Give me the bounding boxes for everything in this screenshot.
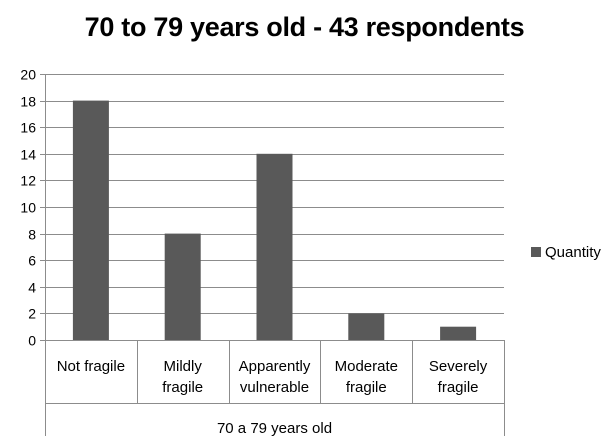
bar	[164, 233, 201, 340]
x-tick-label: vulnerable	[240, 379, 309, 396]
y-tick-label: 6	[28, 253, 36, 269]
bar	[256, 153, 293, 340]
legend-swatch	[531, 247, 541, 257]
y-tick-label: 20	[20, 67, 36, 83]
y-tick-label: 14	[20, 147, 36, 163]
x-tick-label: Apparently	[239, 358, 311, 375]
x-tick-label: fragile	[162, 379, 203, 396]
x-group-label: 70 a 79 years old	[217, 420, 332, 436]
x-tick-label: Moderate	[335, 358, 398, 375]
x-tick-label: Mildly	[164, 358, 203, 375]
y-tick-label: 18	[20, 94, 36, 110]
x-tick-label: fragile	[346, 379, 387, 396]
y-tick-label: 4	[28, 280, 36, 296]
bar	[440, 326, 477, 340]
y-tick-label: 8	[28, 227, 36, 243]
legend-label: Quantity	[545, 244, 601, 261]
y-tick-label: 10	[20, 200, 36, 216]
y-tick-label: 0	[28, 333, 36, 349]
x-tick-label: Severely	[429, 358, 488, 375]
bar	[348, 313, 385, 340]
bar	[72, 100, 109, 340]
chart-title: 70 to 79 years old - 43 respondents	[84, 12, 525, 42]
y-tick-label: 2	[28, 306, 36, 322]
x-tick-label: fragile	[438, 379, 479, 396]
y-tick-label: 16	[20, 120, 36, 136]
y-tick-label: 12	[20, 173, 36, 189]
x-tick-label: Not fragile	[57, 358, 125, 375]
